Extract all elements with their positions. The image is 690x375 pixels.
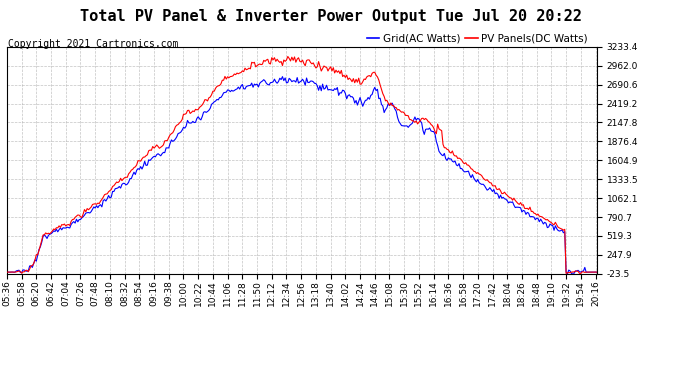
Text: Total PV Panel & Inverter Power Output Tue Jul 20 20:22: Total PV Panel & Inverter Power Output T… bbox=[80, 9, 582, 24]
Legend: Grid(AC Watts), PV Panels(DC Watts): Grid(AC Watts), PV Panels(DC Watts) bbox=[363, 29, 591, 48]
Text: Copyright 2021 Cartronics.com: Copyright 2021 Cartronics.com bbox=[8, 39, 179, 49]
